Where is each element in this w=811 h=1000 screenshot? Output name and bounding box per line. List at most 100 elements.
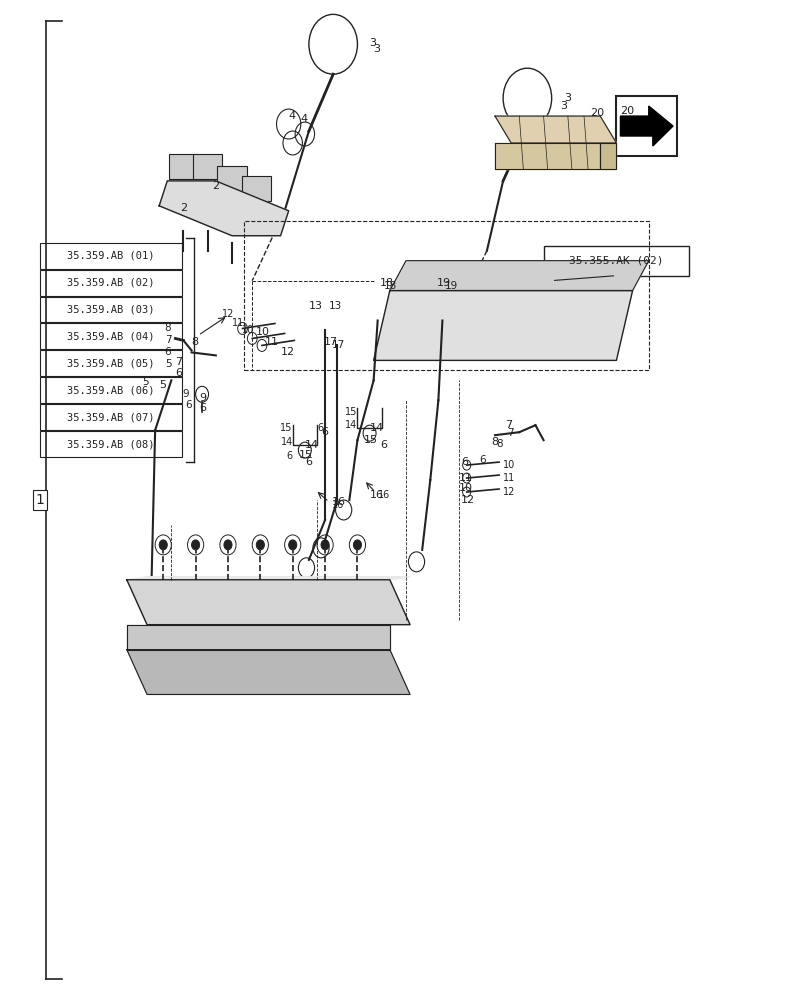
Text: 17: 17 (323, 337, 337, 347)
Text: 16: 16 (369, 490, 383, 500)
Circle shape (353, 540, 361, 550)
Circle shape (256, 540, 264, 550)
Text: 10: 10 (242, 325, 254, 335)
Text: 8: 8 (496, 439, 503, 449)
Text: 6: 6 (185, 400, 191, 410)
Text: 13: 13 (308, 301, 323, 311)
Text: 6: 6 (317, 423, 323, 433)
Text: 11: 11 (458, 473, 472, 483)
Text: 35.359.AB (07): 35.359.AB (07) (67, 412, 155, 422)
Text: 3: 3 (369, 38, 376, 48)
Text: 35.359.AB (04): 35.359.AB (04) (67, 331, 155, 341)
Text: 6: 6 (461, 457, 467, 467)
Polygon shape (127, 580, 410, 625)
Text: 35.359.AB (01): 35.359.AB (01) (67, 251, 155, 261)
Polygon shape (495, 116, 616, 143)
Polygon shape (389, 261, 648, 291)
Text: 9: 9 (200, 393, 207, 403)
Text: 14: 14 (345, 420, 357, 430)
Text: 11: 11 (232, 318, 244, 328)
FancyBboxPatch shape (41, 404, 182, 430)
Text: 10: 10 (503, 460, 515, 470)
Bar (169, 154, 198, 179)
Text: 2: 2 (180, 203, 187, 213)
Circle shape (320, 540, 328, 550)
Text: 12: 12 (221, 309, 234, 319)
Text: 5: 5 (142, 377, 148, 387)
Circle shape (288, 540, 296, 550)
Text: 12: 12 (503, 487, 515, 497)
Text: 3: 3 (373, 44, 380, 54)
Text: 20: 20 (620, 106, 633, 116)
Text: 19: 19 (436, 278, 450, 288)
Text: 35.359.AB (08): 35.359.AB (08) (67, 439, 155, 449)
FancyBboxPatch shape (41, 270, 182, 296)
FancyBboxPatch shape (41, 350, 182, 376)
Text: 7: 7 (175, 357, 182, 367)
Text: 13: 13 (328, 301, 342, 311)
Text: 16: 16 (377, 490, 389, 500)
Text: 15: 15 (298, 450, 313, 460)
Text: 10: 10 (256, 327, 270, 337)
Text: 11: 11 (264, 337, 278, 347)
Text: 15: 15 (345, 407, 357, 417)
Text: 8: 8 (191, 337, 199, 347)
Text: 16: 16 (331, 497, 345, 507)
Polygon shape (127, 625, 389, 650)
Polygon shape (495, 143, 599, 169)
Text: 5: 5 (165, 359, 171, 369)
Text: 6: 6 (175, 368, 182, 378)
FancyBboxPatch shape (543, 246, 689, 276)
FancyBboxPatch shape (616, 96, 676, 156)
Text: 6: 6 (165, 347, 171, 357)
Text: 19: 19 (444, 281, 457, 291)
Bar (217, 166, 247, 191)
Text: 12: 12 (281, 347, 294, 357)
Text: 35.359.AB (05): 35.359.AB (05) (67, 358, 155, 368)
Text: 11: 11 (503, 473, 515, 483)
Text: 12: 12 (461, 495, 474, 505)
Text: 6: 6 (286, 451, 292, 461)
Text: 3: 3 (563, 93, 570, 103)
FancyBboxPatch shape (41, 243, 182, 269)
Text: 7: 7 (504, 420, 511, 430)
Polygon shape (159, 181, 288, 236)
Text: 35.359.AB (02): 35.359.AB (02) (67, 278, 155, 288)
FancyBboxPatch shape (41, 297, 182, 322)
Text: 6: 6 (320, 427, 328, 437)
Text: 35.355.AK (02): 35.355.AK (02) (569, 256, 663, 266)
Text: 14: 14 (280, 437, 292, 447)
Text: 7: 7 (507, 428, 513, 438)
Polygon shape (373, 291, 632, 360)
Text: 3: 3 (559, 101, 566, 111)
Text: 18: 18 (380, 278, 394, 288)
Text: 15: 15 (280, 423, 292, 433)
Polygon shape (127, 650, 410, 694)
Bar (242, 176, 271, 201)
Text: 10: 10 (458, 483, 472, 493)
Text: 15: 15 (363, 435, 377, 445)
Text: 14: 14 (369, 423, 384, 433)
Circle shape (191, 540, 200, 550)
Circle shape (159, 540, 167, 550)
Text: 35.359.AB (03): 35.359.AB (03) (67, 305, 155, 315)
Text: 14: 14 (304, 440, 319, 450)
Text: 16: 16 (331, 500, 343, 510)
Text: 35.359.AB (06): 35.359.AB (06) (67, 385, 155, 395)
Text: 2: 2 (212, 181, 219, 191)
Text: 8: 8 (165, 323, 171, 333)
Polygon shape (620, 106, 672, 146)
Text: 6: 6 (200, 403, 206, 413)
Text: 6: 6 (478, 455, 485, 465)
Text: 8: 8 (491, 437, 497, 447)
FancyBboxPatch shape (41, 377, 182, 403)
Circle shape (224, 540, 232, 550)
Text: 6: 6 (304, 457, 311, 467)
Text: 9: 9 (182, 389, 189, 399)
FancyBboxPatch shape (41, 431, 182, 457)
Text: 1: 1 (36, 493, 45, 507)
Polygon shape (599, 143, 616, 169)
Text: 6: 6 (380, 440, 387, 450)
Text: 18: 18 (383, 281, 396, 291)
Text: 7: 7 (165, 335, 171, 345)
